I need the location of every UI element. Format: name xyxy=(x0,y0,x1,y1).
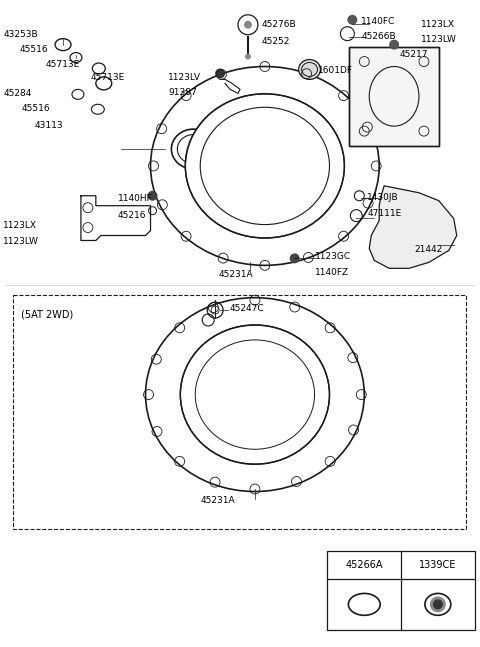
Text: 1339CE: 1339CE xyxy=(419,560,456,569)
Ellipse shape xyxy=(185,94,344,238)
PathPatch shape xyxy=(369,186,457,269)
Bar xyxy=(327,551,475,630)
Circle shape xyxy=(244,21,252,28)
Text: 45713E: 45713E xyxy=(45,60,79,69)
Text: 43113: 43113 xyxy=(34,121,63,130)
Circle shape xyxy=(245,54,251,60)
Text: 45516: 45516 xyxy=(21,104,50,113)
Text: 45216: 45216 xyxy=(118,211,146,220)
Bar xyxy=(349,47,439,146)
Text: 45266A: 45266A xyxy=(346,560,383,569)
Circle shape xyxy=(147,191,157,201)
Text: 1123LV: 1123LV xyxy=(168,74,202,82)
Circle shape xyxy=(348,15,357,25)
Text: 1601DF: 1601DF xyxy=(318,67,352,76)
Text: 1140FZ: 1140FZ xyxy=(314,269,348,278)
Text: 45217: 45217 xyxy=(399,50,428,59)
Text: 45516: 45516 xyxy=(19,45,48,54)
Bar xyxy=(349,47,439,146)
Text: 1123LX: 1123LX xyxy=(3,221,37,230)
Circle shape xyxy=(433,599,443,609)
Ellipse shape xyxy=(299,60,321,80)
Text: 1123LW: 1123LW xyxy=(421,35,457,44)
Text: 45252: 45252 xyxy=(262,37,290,46)
Text: 21442: 21442 xyxy=(414,245,442,254)
Text: 45266B: 45266B xyxy=(361,32,396,41)
Text: 43253B: 43253B xyxy=(3,30,38,39)
Text: 91387: 91387 xyxy=(168,89,197,97)
Text: 1430JB: 1430JB xyxy=(367,193,399,202)
Text: 45276B: 45276B xyxy=(262,20,297,28)
Ellipse shape xyxy=(353,597,375,612)
Circle shape xyxy=(430,597,446,612)
Text: 45231A: 45231A xyxy=(201,496,235,505)
Text: 1140FC: 1140FC xyxy=(361,17,396,26)
Circle shape xyxy=(389,39,399,50)
Text: 45284: 45284 xyxy=(3,89,32,98)
Text: 1123LX: 1123LX xyxy=(421,20,455,28)
Text: 47111E: 47111E xyxy=(367,209,401,217)
Text: 45713E: 45713E xyxy=(91,74,125,82)
Text: 1140HF: 1140HF xyxy=(118,193,153,203)
Text: 1123GC: 1123GC xyxy=(314,252,351,261)
Circle shape xyxy=(290,254,300,263)
Ellipse shape xyxy=(180,325,329,464)
Bar xyxy=(13,295,466,529)
Text: (5AT 2WD): (5AT 2WD) xyxy=(21,309,73,319)
Circle shape xyxy=(215,69,225,78)
Text: 1123LW: 1123LW xyxy=(3,237,39,245)
Text: 45247C: 45247C xyxy=(230,303,264,313)
Text: 45231A: 45231A xyxy=(218,270,253,280)
